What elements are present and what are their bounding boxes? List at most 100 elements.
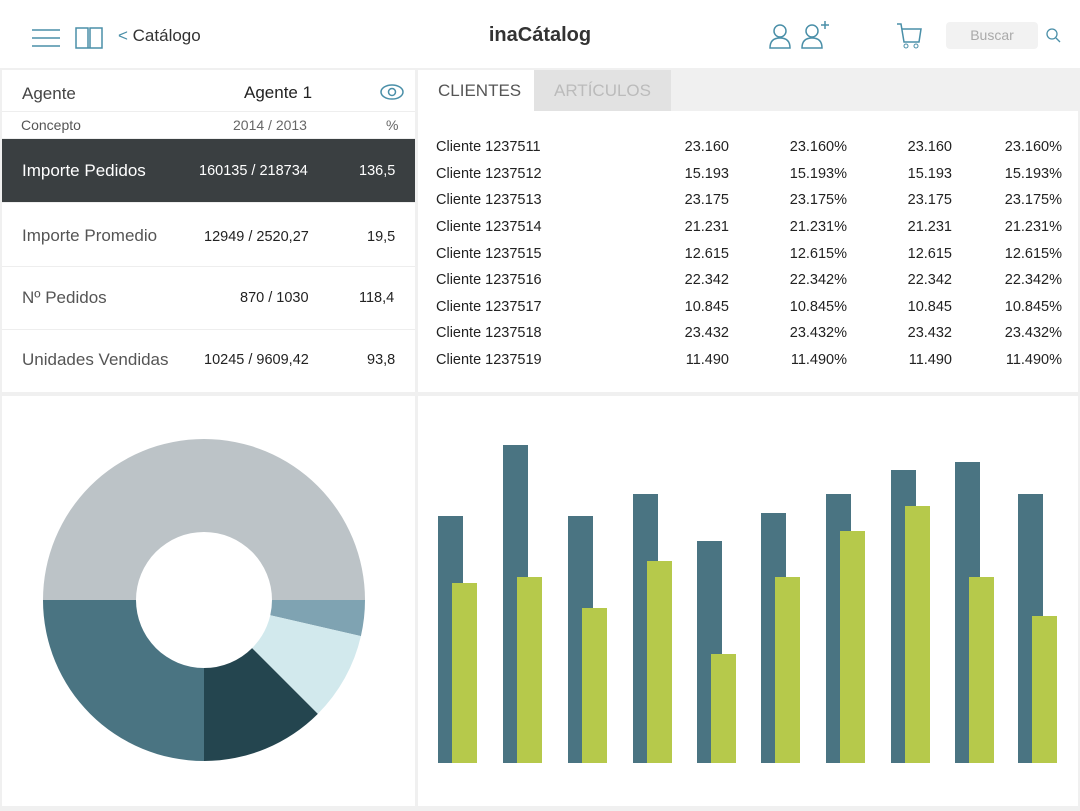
client-value: 21.231 [907,219,952,236]
metrics-panel: Agente Agente 1 Concepto 2014 / 2013 % I… [2,70,415,392]
client-value: 11.490% [1005,352,1062,369]
metric-label: Unidades Vendidas [22,350,169,369]
metric-row-unidades-vendidas[interactable]: Unidades Vendidas 10245 / 9609,42 93,8 [2,330,415,392]
metric-row-n-pedidos[interactable]: Nº Pedidos 870 / 1030 118,4 [2,267,415,330]
client-row[interactable]: Cliente 1237515 12.615 12.615% 12.615 12.615… [436,240,1062,267]
client-name: Cliente 1237513 [436,192,542,209]
bar-series-2[interactable] [647,561,672,763]
search-icon[interactable] [1046,28,1062,44]
donut-slice[interactable] [270,600,365,637]
client-value: 23.432% [1004,325,1062,342]
client-value: 23.175 [684,192,729,209]
agent-value: Agente 1 [244,83,313,102]
client-value: 15.193% [1004,165,1062,182]
client-value: 10.845% [1004,298,1062,315]
clients-table: Cliente 1237511 23.160 23.160% 23.160 23.160… [436,134,1062,373]
client-value: 12.615% [1004,245,1062,262]
header: < Catálogo inaCátalog Buscar [0,0,1080,68]
client-value: 23.432 [684,325,729,342]
client-value: 23.160 [684,139,729,156]
client-value: 11.490 [908,352,952,369]
client-value: 12.615 [684,245,729,262]
cart-icon[interactable] [896,22,922,50]
client-row[interactable]: Cliente 1237516 22.342 22.342% 22.342 22.342… [436,267,1062,294]
bar-series-2[interactable] [969,577,994,763]
metric-row-importe-pedidos[interactable]: Importe Pedidos 160135 / 218734 136,5 [2,139,415,203]
metric-pct: 93,8 [367,352,396,368]
chevron-left-icon: < [118,26,133,45]
search-input[interactable]: Buscar [946,22,1038,49]
client-name: Cliente 1237517 [436,298,542,315]
client-value: 10.845 [907,298,952,315]
client-row[interactable]: Cliente 1237517 10.845 10.845% 10.845 10.845… [436,294,1062,321]
client-value: 22.342% [789,272,847,289]
book-icon[interactable] [75,26,103,50]
percent-header: % [386,117,399,133]
user-icon[interactable] [768,23,792,49]
client-row[interactable]: Cliente 1237519 11.490 11.490% 11.490 11.490… [436,347,1062,374]
client-name: Cliente 1237515 [436,245,542,262]
client-row[interactable]: Cliente 1237514 21.231 21.231% 21.231 21.231… [436,214,1062,241]
client-value: 23.160 [907,139,952,156]
back-button[interactable]: < Catálogo [118,26,201,46]
client-value: 22.342% [1004,272,1062,289]
client-value: 21.231% [789,219,847,236]
tab-clientes[interactable]: CLIENTES [418,70,542,111]
client-value: 23.432% [789,325,847,342]
client-value: 23.160% [1004,139,1062,156]
metric-value: 10245 / 9609,42 [204,352,309,368]
client-value: 23.432 [907,325,952,342]
client-value: 12.615 [907,245,952,262]
back-label: Catálogo [132,26,201,45]
client-value: 23.175 [907,192,952,209]
donut-slice[interactable] [204,648,318,761]
client-value: 23.160% [789,139,847,156]
donut-chart [2,396,415,806]
client-row[interactable]: Cliente 1237511 23.160 23.160% 23.160 23.160… [436,134,1062,161]
agent-label: Agente [22,84,76,103]
metric-pct: 118,4 [359,290,395,306]
client-value: 23.175% [789,192,847,209]
donut-slice[interactable] [43,439,365,600]
client-value: 11.490% [790,352,847,369]
client-name: Cliente 1237511 [436,139,541,156]
client-value: 22.342 [907,272,952,289]
agent-row[interactable]: Agente Agente 1 [2,70,415,112]
client-value: 21.231% [1004,219,1062,236]
tab-bar: CLIENTES ARTÍCULOS [418,70,1078,111]
client-value: 10.845% [789,298,847,315]
menu-icon[interactable] [32,28,60,48]
eye-icon[interactable] [380,84,404,100]
client-row[interactable]: Cliente 1237518 23.432 23.432% 23.432 23.432… [436,320,1062,347]
client-value: 10.845 [684,298,729,315]
period-header: 2014 / 2013 [233,117,307,133]
bar-series-2[interactable] [1032,616,1057,763]
metric-value: 160135 / 218734 [199,163,308,179]
metric-pct: 136,5 [359,163,396,179]
add-user-icon[interactable] [800,20,830,49]
client-name: Cliente 1237516 [436,272,542,289]
donut-slice[interactable] [43,600,204,761]
bar-series-2[interactable] [905,506,930,763]
clients-panel: CLIENTES ARTÍCULOS Cliente 1237511 23.160… [418,70,1078,392]
bar-series-2[interactable] [840,531,865,763]
client-value: 15.193 [684,165,729,182]
metric-row-importe-promedio[interactable]: Importe Promedio 12949 / 2520,27 19,5 [2,203,415,267]
client-value: 22.342 [684,272,729,289]
metric-value: 870 / 1030 [240,290,309,306]
bar-series-2[interactable] [517,577,542,763]
metric-value: 12949 / 2520,27 [204,229,309,245]
client-row[interactable]: Cliente 1237513 23.175 23.175% 23.175 23.175… [436,187,1062,214]
tab-articulos[interactable]: ARTÍCULOS [534,70,671,111]
metric-pct: 19,5 [367,229,396,245]
bar-series-2[interactable] [582,608,607,763]
bar-series-2[interactable] [775,577,800,763]
client-name: Cliente 1237512 [436,165,542,182]
metric-label: Nº Pedidos [22,288,107,307]
bar-series-2[interactable] [711,654,736,763]
bar-series-2[interactable] [452,583,477,763]
donut-slice[interactable] [252,615,361,714]
client-row[interactable]: Cliente 1237512 15.193 15.193% 15.193 15.193… [436,161,1062,188]
metric-label: Importe Pedidos [22,161,146,180]
concept-header: Concepto [21,117,81,133]
